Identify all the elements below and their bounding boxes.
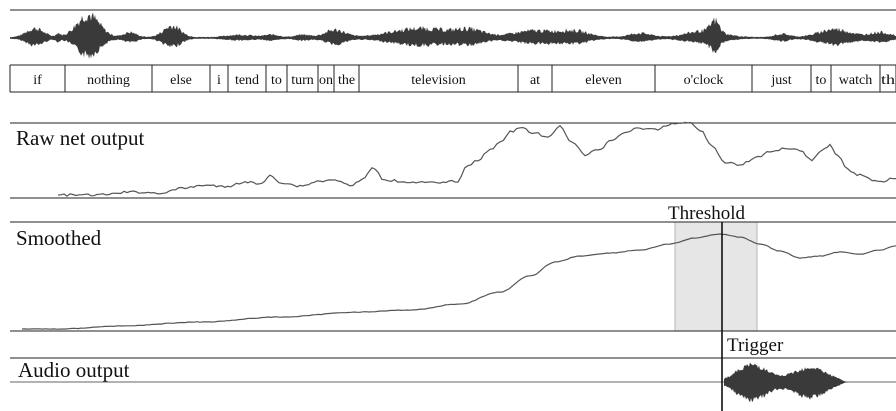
smoothed-curve bbox=[21, 233, 896, 330]
threshold-label: Threshold bbox=[668, 203, 746, 224]
input-waveform-shape bbox=[10, 12, 896, 59]
word-label: th bbox=[881, 73, 895, 88]
word-label: at bbox=[530, 73, 540, 88]
input-waveform bbox=[10, 9, 896, 59]
word-label: nothing bbox=[87, 73, 130, 88]
word-label: eleven bbox=[585, 73, 622, 88]
smoothed-panel: Threshold Smoothed bbox=[10, 203, 896, 332]
word-label: if bbox=[33, 73, 42, 88]
word-label: o'clock bbox=[684, 73, 724, 88]
smoothed-label: Smoothed bbox=[16, 226, 102, 250]
word-label: watch bbox=[839, 73, 872, 88]
word-label: television bbox=[411, 73, 465, 88]
raw-output-label: Raw net output bbox=[16, 126, 144, 150]
word-label: on bbox=[319, 73, 333, 88]
word-label: tend bbox=[235, 73, 259, 88]
word-label: just bbox=[770, 73, 791, 88]
raw-output-panel: Raw net output bbox=[10, 121, 896, 199]
audio-output-label: Audio output bbox=[18, 358, 130, 382]
word-label: i bbox=[217, 73, 221, 88]
word-label: to bbox=[271, 73, 282, 88]
word-label: turn bbox=[291, 73, 314, 88]
output-audio-waveform bbox=[724, 362, 848, 403]
trigger-label: Trigger bbox=[727, 335, 784, 356]
word-label: else bbox=[170, 73, 192, 88]
word-transcript-strip: if nothing else i tend to turn on the television a… bbox=[9, 64, 896, 93]
threshold-band bbox=[674, 221, 758, 332]
word-label: the bbox=[338, 73, 355, 88]
raw-output-curve bbox=[57, 121, 896, 197]
word-label: to bbox=[816, 73, 827, 88]
audio-output-panel: Trigger Audio output bbox=[10, 335, 896, 403]
